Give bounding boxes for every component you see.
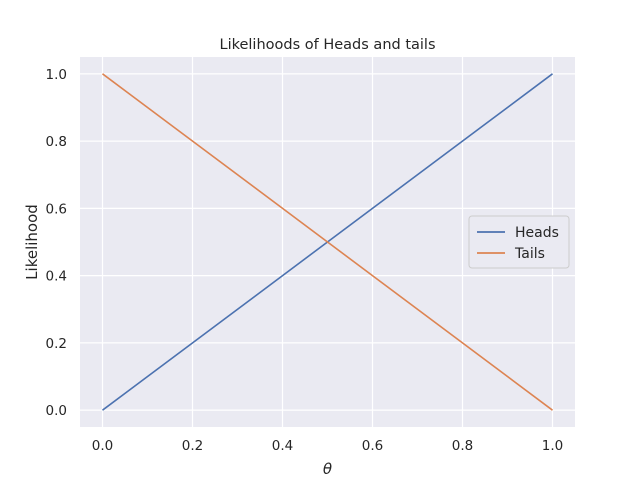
y-axis-ticks: 0.0 0.2 0.4 0.6 0.8 1.0: [46, 67, 67, 419]
y-tick-label: 0.8: [46, 134, 67, 150]
x-axis-label: θ: [323, 460, 332, 478]
legend: Heads Tails: [468, 215, 570, 269]
x-tick-label: 0.2: [182, 438, 203, 454]
x-tick-label: 1.0: [542, 438, 563, 454]
legend-box: [468, 215, 570, 269]
y-tick-label: 0.6: [46, 201, 67, 217]
series-line-tails: [102, 73, 553, 411]
x-tick-label: 0.0: [92, 438, 113, 454]
grid: [80, 57, 575, 427]
x-tick-label: 0.6: [362, 438, 383, 454]
y-axis-label: Likelihood: [23, 204, 41, 280]
y-tick-label: 0.2: [46, 336, 67, 352]
x-tick-label: 0.8: [452, 438, 473, 454]
y-tick-label: 0.4: [46, 269, 67, 285]
series-lines: [102, 73, 553, 411]
y-tick-label: 1.0: [46, 67, 67, 83]
chart-title: Likelihoods of Heads and tails: [220, 37, 436, 53]
legend-label: Heads: [515, 225, 559, 241]
x-tick-label: 0.4: [272, 438, 293, 454]
y-tick-label: 0.0: [46, 403, 67, 419]
x-axis-ticks: 0.0 0.2 0.4 0.6 0.8 1.0: [92, 438, 563, 454]
legend-label: Tails: [514, 246, 545, 262]
